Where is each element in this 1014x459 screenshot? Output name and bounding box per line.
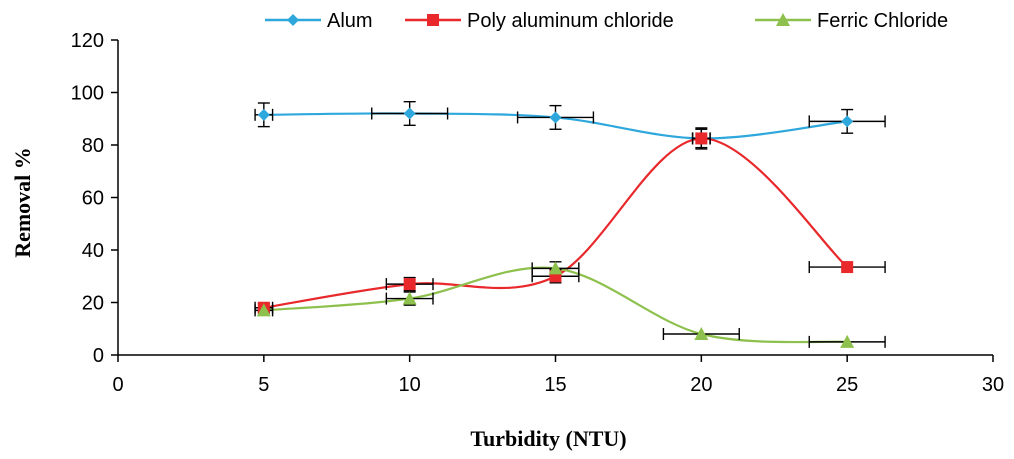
y-tick-label: 60 (82, 188, 104, 210)
legend-item: Ferric Chloride (755, 10, 948, 32)
y-tick-label: 40 (82, 240, 104, 262)
x-tick-label: 0 (112, 374, 123, 396)
data-point (403, 107, 416, 120)
series-markers (257, 132, 854, 314)
data-point (402, 291, 417, 305)
x-axis-ticks: 0 5 10 15 20 25 30 (112, 355, 1004, 396)
data-point (776, 13, 790, 26)
data-point (548, 261, 563, 275)
y-tick-label: 120 (71, 30, 104, 52)
x-tick-label: 5 (258, 374, 269, 396)
y-tick-label: 20 (82, 293, 104, 315)
series-markers (256, 261, 855, 348)
legend-label: Poly aluminum chloride (467, 10, 674, 32)
data-point (841, 261, 854, 274)
x-tick-label: 25 (836, 374, 858, 396)
data-point (256, 303, 271, 317)
legend-item: Alum (265, 10, 373, 32)
legend-label: Alum (327, 10, 373, 32)
data-point (841, 115, 854, 128)
data-point (403, 278, 416, 291)
data-point (694, 327, 709, 340)
x-tick-label: 10 (399, 374, 421, 396)
y-tick-label: 100 (71, 83, 104, 105)
legend-item: Poly aluminum chloride (405, 10, 674, 32)
data-point (840, 334, 855, 348)
y-tick-label: 80 (82, 135, 104, 157)
legend: Alum Poly aluminum chloride Ferric Chlorid… (265, 10, 948, 32)
x-axis-title: Turbidity (NTU) (470, 426, 626, 451)
x-tick-label: 20 (690, 374, 712, 396)
x-tick-label: 30 (982, 374, 1004, 396)
error-bars (254, 100, 886, 149)
y-axis-title: Removal % (10, 147, 35, 258)
error-bars (254, 127, 886, 314)
x-tick-label: 15 (544, 374, 566, 396)
data-point (287, 14, 299, 26)
y-axis-ticks: 0 20 40 60 80 100 120 (71, 30, 118, 367)
data-point (257, 108, 270, 121)
series-line (263, 137, 848, 309)
y-tick-label: 0 (93, 345, 104, 367)
data-point (427, 14, 439, 26)
legend-label: Ferric Chloride (817, 10, 948, 32)
data-point (549, 111, 562, 124)
data-point (695, 132, 708, 145)
series-layer (254, 100, 886, 348)
